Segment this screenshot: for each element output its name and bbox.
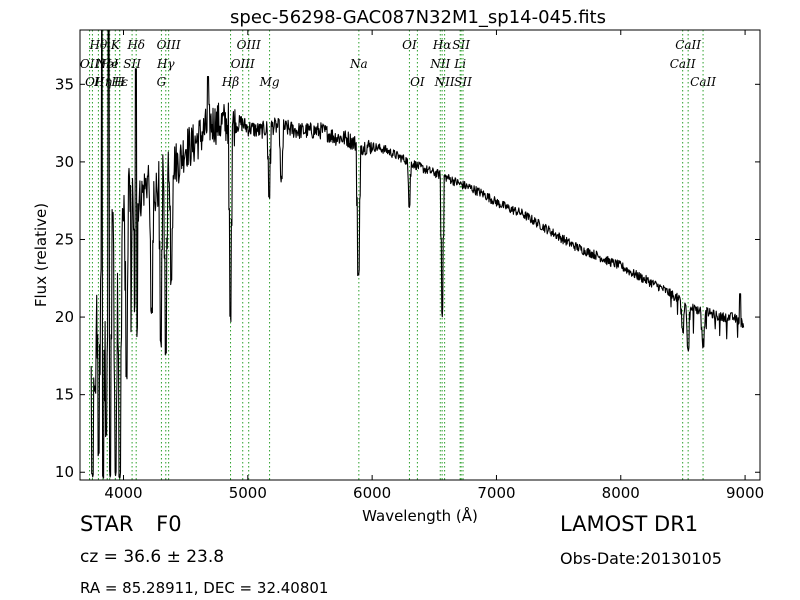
spectral-line-label: OI [410, 75, 425, 89]
spectral-line-label: OIII [237, 38, 261, 52]
object-classification: STAR F0 [80, 512, 182, 536]
spectral-line-label: Hβ [221, 75, 239, 89]
x-tick-label: 9000 [726, 484, 764, 502]
spectral-line-label: Hγ [156, 57, 175, 71]
spectral-line-label: OI [402, 38, 417, 52]
x-tick-label: 4000 [104, 484, 142, 502]
spectral-line-label: Hθ [89, 38, 108, 52]
spectral-line-label: NII [429, 57, 450, 71]
spectral-line-label: SII [452, 38, 470, 52]
x-tick-label: 8000 [602, 484, 640, 502]
x-tick-label: 7000 [477, 484, 515, 502]
y-tick-label: 30 [55, 153, 74, 171]
spectral-line-label: Mg [259, 75, 280, 89]
chart-title: spec-56298-GAC087N32M1_sp14-045.fits [230, 7, 606, 28]
spectral-line-label: SII [454, 75, 472, 89]
x-tick-label: 5000 [229, 484, 267, 502]
y-tick-label: 25 [55, 230, 74, 248]
spectral-line-label: OII [80, 57, 100, 71]
plot-frame [79, 29, 761, 481]
spectral-line-label: CaII [690, 75, 716, 89]
spectral-line-label: NII [434, 75, 455, 89]
spectral-line-label: Hα [432, 38, 452, 52]
spectral-line-label: H [113, 75, 125, 89]
spectral-line-label: OI [85, 75, 100, 89]
spectral-line-label: Na [349, 57, 368, 71]
axes: 4000 5000 6000 7000 8000 9000 10 15 20 25 30 35 [55, 30, 764, 502]
y-tick-label: 15 [55, 386, 74, 404]
object-subclass: F0 [156, 512, 182, 536]
spectral-line-label: OIII [231, 57, 255, 71]
redshift-readout: cz = 36.6 ± 23.8 [80, 547, 225, 567]
survey-name: LAMOST DR1 [560, 512, 699, 536]
coordinates-readout: RA = 85.28911, DEC = 32.40801 [80, 579, 329, 597]
spectral-line-label: Hδ [126, 38, 145, 52]
spectral-line-label: K [110, 38, 121, 52]
spectral-line-label: CaII [670, 57, 696, 71]
spectrum-series [90, 29, 745, 479]
spectral-line-label: SII [123, 57, 141, 71]
spectral-line-label: OIII [157, 38, 181, 52]
spectrum-line [90, 29, 745, 479]
y-tick-label: 35 [55, 75, 74, 93]
x-axis-label: Wavelength (Å) [362, 506, 478, 525]
y-tick-label: 10 [55, 463, 74, 481]
spectral-line-label: G [157, 75, 167, 89]
y-axis-label: Flux (relative) [32, 203, 50, 307]
spectral-line-label: NeI [95, 57, 119, 71]
object-class: STAR [80, 512, 134, 536]
observation-date: Obs-Date:20130105 [560, 549, 722, 568]
x-tick-label: 6000 [353, 484, 391, 502]
spectral-line-label: Li [453, 57, 466, 71]
y-tick-label: 20 [55, 308, 74, 326]
spectral-line-label: CaII [675, 38, 701, 52]
